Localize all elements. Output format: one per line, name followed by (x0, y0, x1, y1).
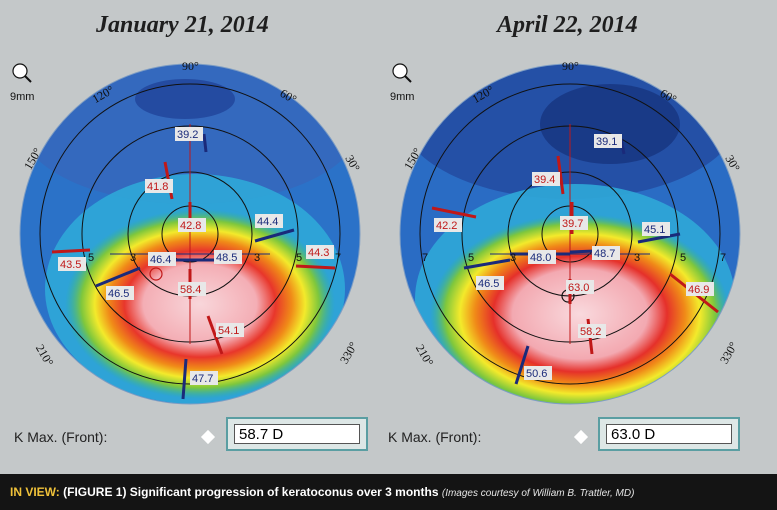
right-value-12: 50.6 (526, 368, 547, 380)
left-value-7: 46.4 (150, 254, 171, 266)
right-value-4: 39.7 (562, 218, 583, 230)
ring-label-3: 3 (130, 252, 136, 264)
right-value-3: 42.2 (436, 220, 457, 232)
left-value-4: 44.4 (257, 216, 278, 228)
ring-label-3: 3 (254, 252, 260, 264)
left-value-5: 44.3 (308, 247, 329, 259)
magnifier-icon[interactable] (12, 63, 32, 83)
caption-tag: IN VIEW: (10, 485, 60, 499)
right-value-8: 46.5 (478, 278, 499, 290)
ring-label-5: 5 (468, 252, 474, 264)
left-value-9: 46.5 (108, 288, 129, 300)
zoom-label: 9mm (10, 91, 34, 103)
degree-210: 210° (33, 342, 57, 369)
left-value-3: 42.8 (180, 220, 201, 232)
left-value-8: 48.5 (216, 252, 237, 264)
left-value-6: 43.5 (60, 259, 81, 271)
degree-330: 330° (717, 339, 741, 366)
kmax-value-field-right[interactable]: 63.0 D (606, 424, 732, 444)
kmax-label-right: K Max. (Front): (388, 429, 482, 445)
figure-caption: IN VIEW: (FIGURE 1) Significant progress… (10, 485, 634, 499)
date-right: April 22, 2014 (497, 12, 638, 38)
ring-label-5: 5 (296, 252, 302, 264)
caption-credit: (Images courtesy of William B. Trattler,… (441, 488, 635, 499)
diamond-marker-icon (200, 429, 216, 445)
ring-label-3: 3 (634, 252, 640, 264)
degree-90: 90° (562, 59, 579, 73)
date-left: January 21, 2014 (96, 12, 269, 38)
right-value-1: 39.1 (596, 136, 617, 148)
caption-text: (FIGURE 1) Significant progression of ke… (63, 485, 439, 499)
degree-330: 330° (337, 339, 361, 366)
ring-label-7: 7 (335, 252, 341, 264)
magnifier-icon[interactable] (392, 63, 412, 83)
kmax-box-left: 58.7 D (226, 417, 368, 451)
right-value-9: 63.0 (568, 282, 589, 294)
degree-90: 90° (182, 59, 199, 73)
ring-label-5: 5 (88, 252, 94, 264)
right-value-10: 46.9 (688, 284, 709, 296)
topography-map-left: 39.2 41.8 42.8 44.4 44.3 43.5 46.4 48.5 … (10, 59, 363, 405)
kmax-value-field-left[interactable]: 58.7 D (234, 424, 360, 444)
zoom-label: 9mm (390, 91, 414, 103)
degree-210: 210° (413, 342, 437, 369)
kmax-label-left: K Max. (Front): (14, 429, 108, 445)
topography-map-right: 39.1 39.4 42.2 39.7 45.1 48.0 48.7 46.5 … (390, 59, 743, 405)
ring-label-5: 5 (680, 252, 686, 264)
right-value-6: 48.0 (530, 252, 551, 264)
left-value-1: 39.2 (177, 129, 198, 141)
right-value-11: 58.2 (580, 326, 601, 338)
right-value-5: 45.1 (644, 224, 665, 236)
ring-label-7: 7 (422, 252, 428, 264)
caption-bar: IN VIEW: (FIGURE 1) Significant progress… (0, 474, 777, 510)
diamond-marker-icon (573, 429, 589, 445)
ring-label-7: 7 (720, 252, 726, 264)
left-value-2: 41.8 (147, 181, 168, 193)
right-value-2: 39.4 (534, 174, 555, 186)
left-value-11: 54.1 (218, 325, 239, 337)
ring-label-3: 3 (510, 252, 516, 264)
left-value-12: 47.7 (192, 373, 213, 385)
kmax-box-right: 63.0 D (598, 417, 740, 451)
left-value-10: 58.4 (180, 284, 201, 296)
right-value-7: 48.7 (594, 248, 615, 260)
